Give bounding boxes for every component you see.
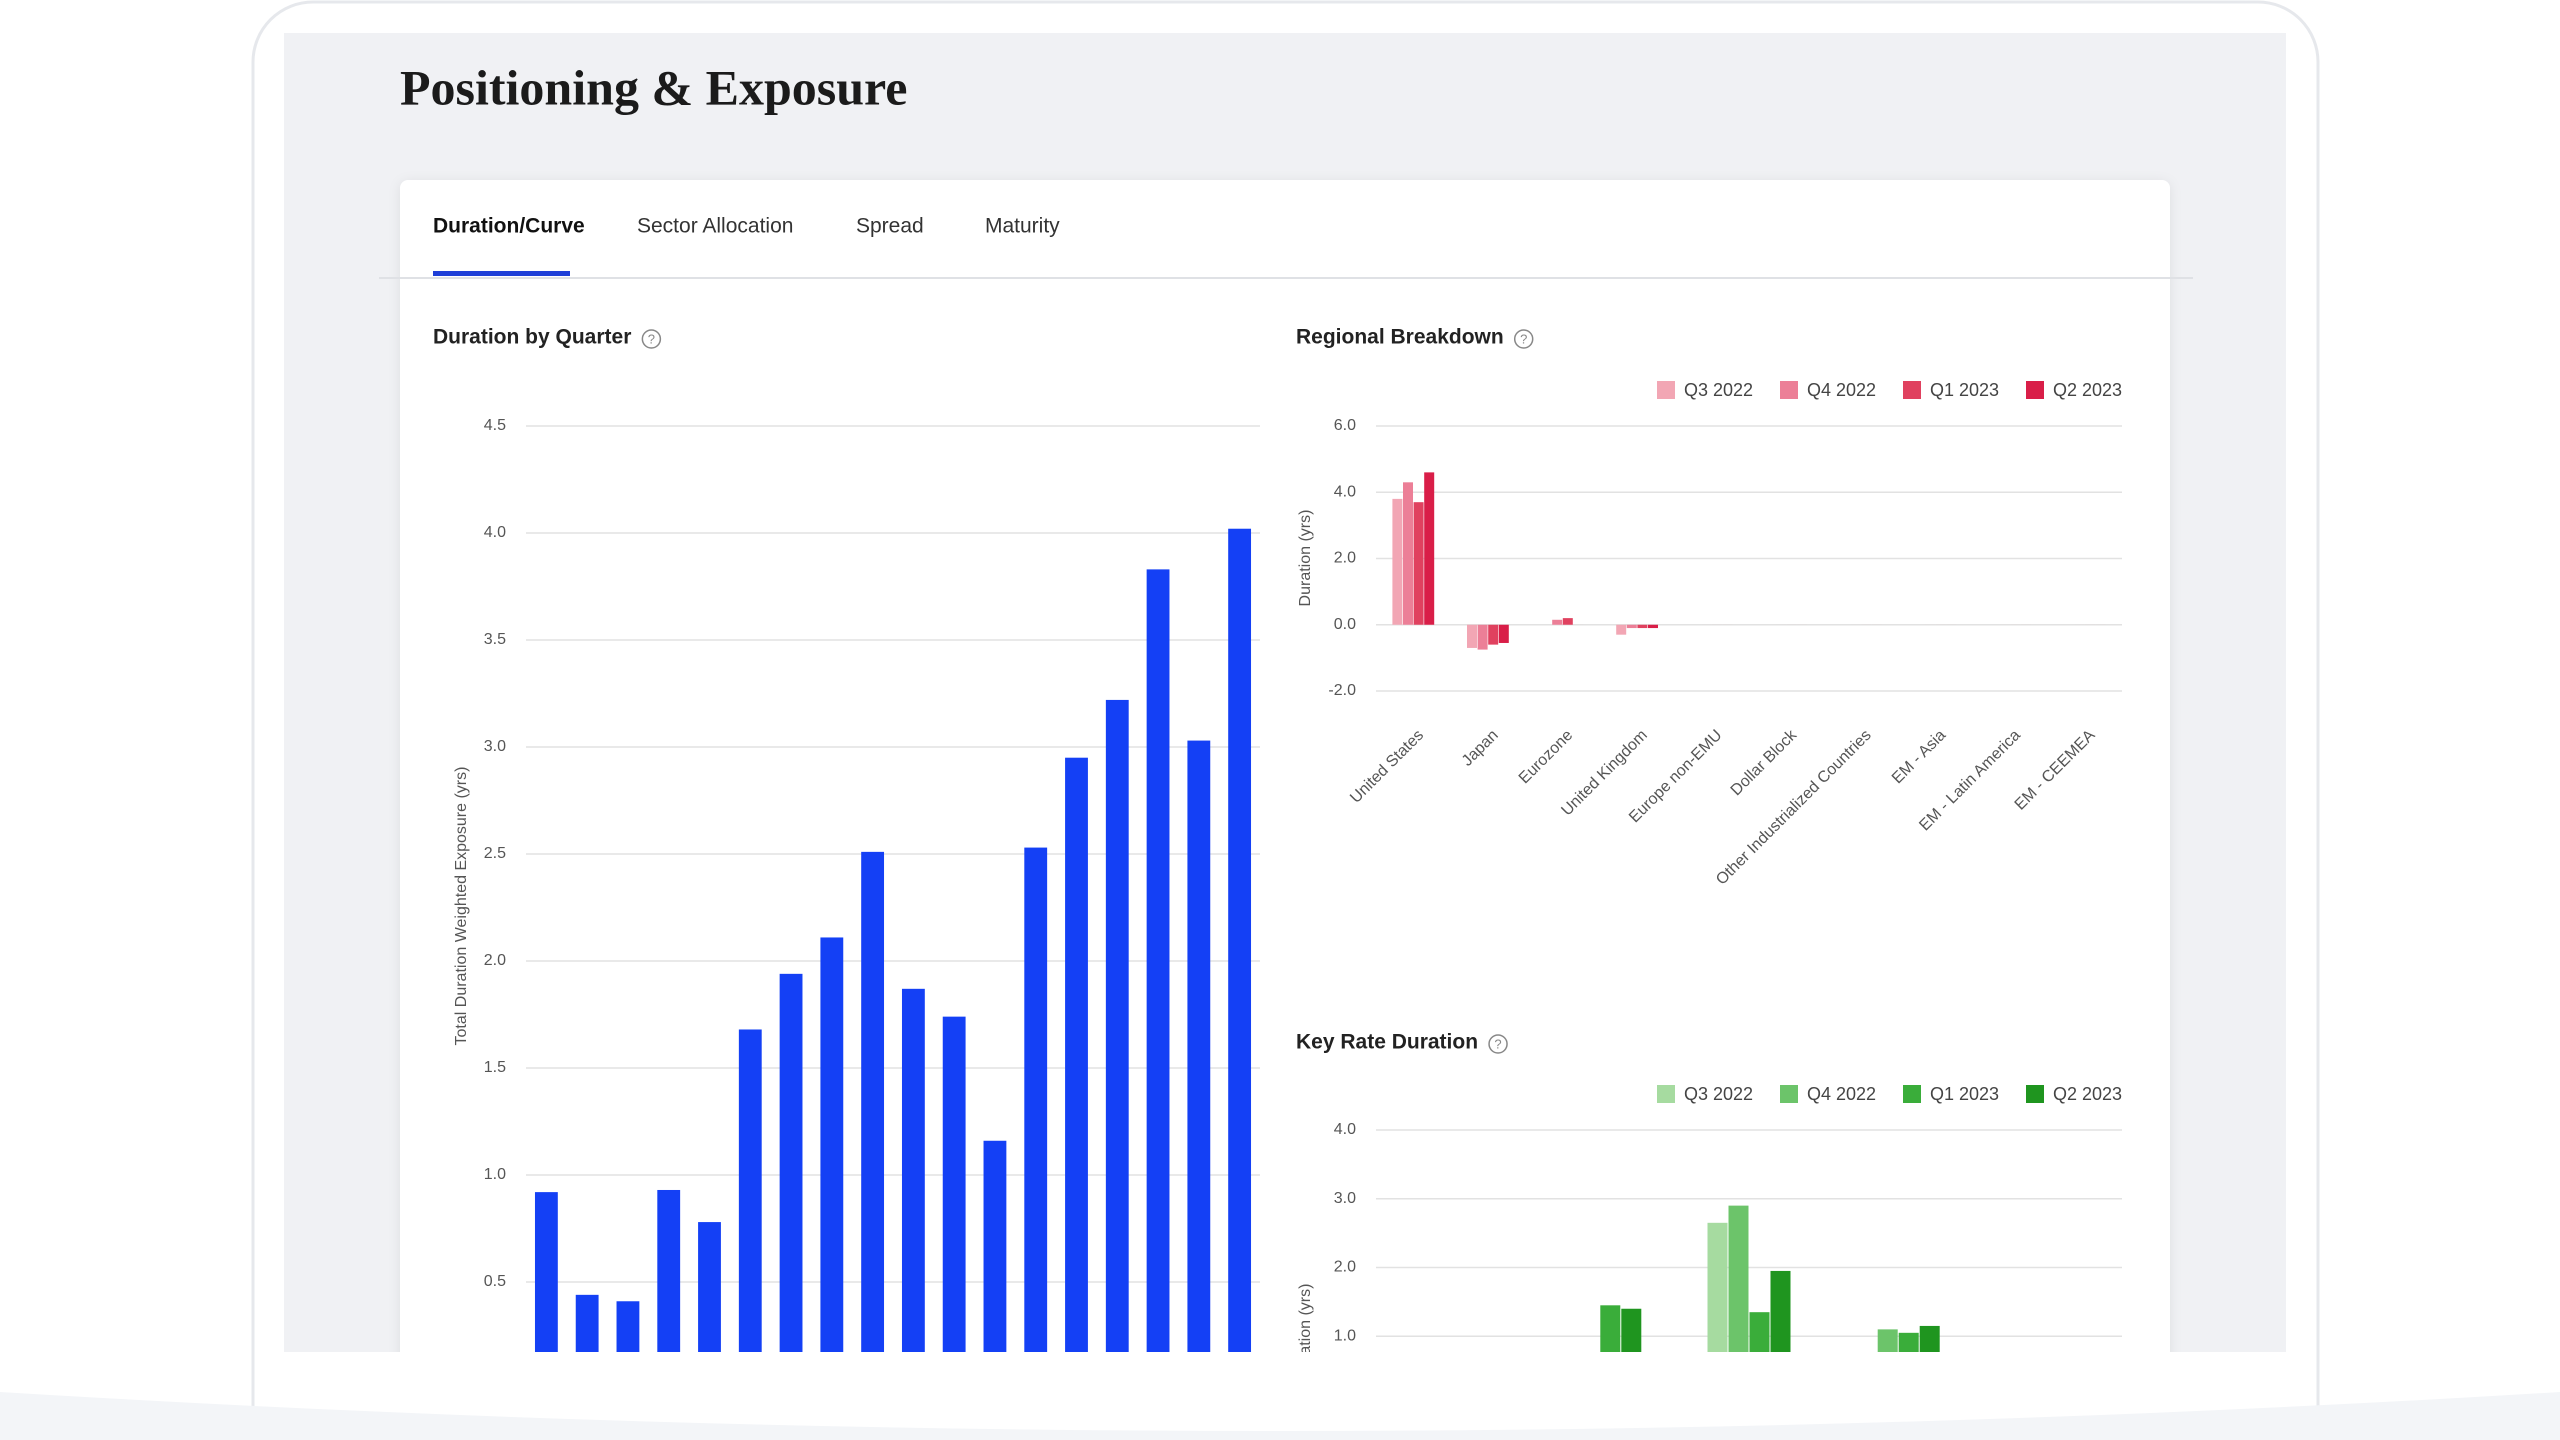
y-tick-label: 4.0	[484, 524, 506, 541]
bar	[983, 1140, 1007, 1352]
bar	[1392, 498, 1403, 625]
bar	[901, 988, 925, 1352]
y-tick-label: -2.0	[1328, 682, 1356, 699]
chart-title: Duration by Quarter	[433, 326, 631, 349]
y-tick-label: 0.0	[1334, 616, 1356, 633]
legend-label: Q3 2022	[1684, 380, 1753, 400]
help-icon-mark: ?	[1494, 1036, 1501, 1051]
bar	[698, 1222, 721, 1352]
legend-swatch	[1657, 381, 1675, 399]
legend-label: Q2 2023	[2053, 1084, 2122, 1104]
help-icon	[641, 329, 662, 349]
y-tick-label: 1.0	[1334, 1327, 1356, 1344]
help-icon	[1488, 1034, 1508, 1054]
y-tick-label: 0.5	[484, 1273, 506, 1290]
bar	[657, 1189, 681, 1352]
bar	[575, 1294, 599, 1352]
legend-swatch	[1903, 1085, 1921, 1103]
bar	[1477, 624, 1488, 650]
bar	[1728, 1205, 1749, 1352]
legend-swatch	[1657, 1085, 1675, 1103]
chart-title: Key Rate Duration	[1296, 1031, 1478, 1054]
y-tick-label: 4.5	[484, 417, 506, 434]
y-tick-label: 3.0	[1334, 1190, 1356, 1207]
bar	[1467, 624, 1477, 648]
y-tick-label: 4.0	[1334, 483, 1356, 500]
legend-swatch	[2026, 1085, 2044, 1103]
help-icon	[1513, 329, 1534, 349]
help-icon-mark: ?	[648, 331, 655, 346]
y-tick-label: 1.5	[484, 1059, 506, 1076]
bar	[1562, 618, 1573, 625]
bar	[1413, 502, 1424, 625]
page-title: Positioning & Exposure	[400, 59, 908, 115]
bar	[1648, 624, 1658, 629]
bar	[1424, 472, 1435, 625]
legend-label: Q2 2023	[2053, 380, 2122, 400]
y-tick-label: 2.0	[484, 952, 506, 969]
y-tick-label: 4.0	[1334, 1121, 1356, 1138]
legend-label: Q3 2022	[1684, 1084, 1753, 1104]
legend-label: Q1 2023	[1930, 1084, 1999, 1104]
legend-swatch	[2026, 381, 2044, 399]
bar	[820, 937, 844, 1352]
y-tick-label: 2.5	[484, 845, 506, 862]
bar	[1228, 528, 1252, 1352]
legend-label: Q4 2022	[1807, 380, 1876, 400]
y-tick-label: 6.0	[1334, 417, 1356, 434]
bar	[1616, 624, 1627, 635]
bar	[1877, 1329, 1898, 1352]
bar	[1749, 1312, 1770, 1352]
legend-label: Q4 2022	[1807, 1084, 1876, 1104]
bar	[1187, 740, 1211, 1352]
tab[interactable]: Duration/Curve	[433, 215, 585, 238]
bar	[1919, 1325, 1940, 1352]
help-icon-mark: ?	[1520, 331, 1527, 346]
bar	[1898, 1332, 1919, 1352]
bar	[1105, 699, 1129, 1352]
y-tick-label: 1.0	[484, 1166, 506, 1183]
bar	[1024, 847, 1048, 1352]
y-tick-label: 3.5	[484, 631, 506, 648]
bar	[1637, 624, 1648, 629]
tab[interactable]: Spread	[856, 215, 924, 238]
y-tick-label: 3.0	[484, 738, 506, 755]
bar	[1770, 1270, 1791, 1352]
y-axis-label: Duration (yrs)	[1297, 510, 1314, 607]
active-tab-underline	[433, 271, 570, 276]
bar	[1707, 1222, 1728, 1352]
legend-swatch	[1780, 381, 1798, 399]
chart-title: Regional Breakdown	[1296, 326, 1504, 349]
bar	[534, 1192, 558, 1352]
bottom-curve	[0, 1392, 2560, 1440]
bar	[1488, 624, 1499, 645]
y-tick-label: 2.0	[1334, 550, 1356, 567]
bar	[1626, 624, 1637, 629]
bar	[1065, 757, 1088, 1352]
tab[interactable]: Maturity	[985, 215, 1060, 238]
bar	[1146, 569, 1170, 1352]
y-axis-label: Total Duration Weighted Exposure (yrs)	[453, 767, 470, 1046]
bar	[1552, 619, 1563, 625]
bar	[779, 973, 803, 1352]
bar	[1600, 1305, 1621, 1352]
bar	[1498, 624, 1509, 643]
bar	[942, 1016, 966, 1352]
legend-label: Q1 2023	[1930, 380, 1999, 400]
bar	[1403, 482, 1413, 625]
legend-swatch	[1903, 381, 1921, 399]
bar	[1621, 1308, 1642, 1352]
bar	[861, 851, 885, 1352]
legend-swatch	[1780, 1085, 1798, 1103]
tab[interactable]: Sector Allocation	[637, 215, 793, 238]
bar	[738, 1029, 762, 1352]
y-tick-label: 2.0	[1334, 1259, 1356, 1276]
y-axis-label: Duration (yrs)	[1297, 1284, 1314, 1381]
content: Positioning & Exposure Duration/Curve Se…	[379, 59, 2193, 1381]
bar	[616, 1301, 640, 1352]
